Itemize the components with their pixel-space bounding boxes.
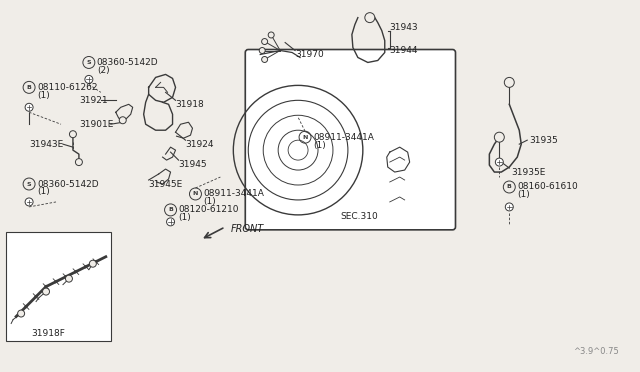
Text: 08160-61610: 08160-61610 [517,183,578,192]
Circle shape [259,48,265,54]
Circle shape [85,76,93,83]
Text: 31970: 31970 [295,50,324,59]
Text: 31943E: 31943E [29,140,63,149]
Text: N: N [302,135,308,140]
Circle shape [18,310,24,317]
Circle shape [166,218,175,226]
Circle shape [119,117,126,124]
Text: B: B [507,185,512,189]
Text: B: B [27,85,31,90]
Circle shape [76,158,83,166]
Text: 08911-3441A: 08911-3441A [313,133,374,142]
Text: 08360-5142D: 08360-5142D [97,58,159,67]
Text: 31945: 31945 [179,160,207,169]
Text: 31945E: 31945E [148,180,183,189]
Bar [6,232,111,341]
Text: (1): (1) [517,190,530,199]
Text: 31901E: 31901E [79,120,113,129]
Text: N: N [193,192,198,196]
Circle shape [25,198,33,206]
Text: 08360-5142D: 08360-5142D [37,180,99,189]
Text: 31918F: 31918F [31,329,65,338]
Circle shape [25,103,33,111]
Circle shape [262,39,268,45]
Text: (2): (2) [97,66,109,75]
Text: 31924: 31924 [186,140,214,149]
Text: (1): (1) [204,198,216,206]
Text: S: S [27,182,31,186]
Circle shape [495,158,503,166]
Text: (1): (1) [37,91,50,100]
Text: B: B [168,208,173,212]
Text: 31943: 31943 [390,23,419,32]
Circle shape [504,77,515,87]
Text: 31918: 31918 [175,100,204,109]
Text: 31921: 31921 [79,96,108,105]
Circle shape [268,32,274,38]
FancyBboxPatch shape [245,49,456,230]
Text: 08110-61262: 08110-61262 [37,83,97,92]
Text: 31935E: 31935E [511,167,546,177]
Text: 31944: 31944 [390,46,418,55]
Text: FRONT: FRONT [230,224,264,234]
Circle shape [42,288,49,295]
Circle shape [65,275,72,282]
Circle shape [506,203,513,211]
Text: 31935: 31935 [529,136,558,145]
Text: (1): (1) [313,141,326,150]
Text: ^3.9^0.75: ^3.9^0.75 [573,347,619,356]
Circle shape [90,260,97,267]
Text: S: S [86,60,91,65]
Text: (1): (1) [37,187,50,196]
Text: (1): (1) [179,214,191,222]
Circle shape [69,131,76,138]
Circle shape [365,13,375,23]
Text: 08911-3441A: 08911-3441A [204,189,264,199]
Circle shape [494,132,504,142]
Text: 08120-61210: 08120-61210 [179,205,239,214]
Text: SEC.310: SEC.310 [340,212,378,221]
Circle shape [262,57,268,62]
